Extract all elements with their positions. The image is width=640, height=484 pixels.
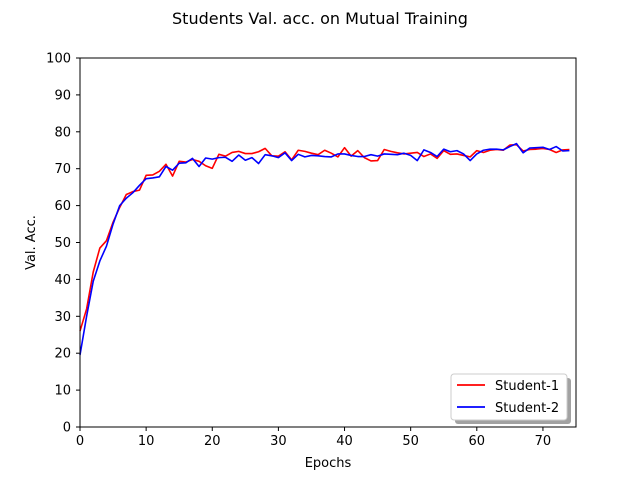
x-tick-label: 10 bbox=[138, 434, 155, 449]
tick-layer: 0 10 20 30 40 50 60 70 0 10 20 30 40 50 60 70 80 90 100 bbox=[46, 52, 551, 450]
x-tick-label: 70 bbox=[535, 434, 552, 449]
y-tick-label: 80 bbox=[54, 125, 71, 140]
y-tick-label: 10 bbox=[54, 384, 71, 399]
legend: Student-1 Student-2 bbox=[450, 373, 571, 424]
legend-label-student-2: Student-2 bbox=[495, 401, 559, 416]
x-tick-label: 0 bbox=[76, 434, 84, 449]
x-tick-label: 50 bbox=[402, 434, 419, 449]
series-layer bbox=[79, 142, 570, 356]
plot-frame bbox=[79, 57, 577, 428]
y-tick-label: 90 bbox=[54, 88, 71, 103]
chart-title: Students Val. acc. on Mutual Training bbox=[172, 9, 468, 28]
y-tick-label: 40 bbox=[54, 273, 71, 288]
y-tick-label: 20 bbox=[54, 347, 71, 362]
y-axis-label: Val. Acc. bbox=[24, 215, 39, 270]
x-tick-label: 60 bbox=[469, 434, 486, 449]
y-tick-label: 0 bbox=[63, 421, 71, 436]
y-tick-label: 70 bbox=[54, 162, 71, 177]
x-tick-label: 30 bbox=[270, 434, 287, 449]
y-tick-label: 30 bbox=[54, 310, 71, 325]
legend-label-student-1: Student-1 bbox=[495, 379, 559, 394]
y-tick-label: 60 bbox=[54, 199, 71, 214]
x-tick-label: 20 bbox=[204, 434, 221, 449]
y-tick-label: 50 bbox=[54, 236, 71, 251]
x-tick-label: 40 bbox=[336, 434, 353, 449]
y-tick-label: 100 bbox=[46, 52, 71, 67]
series-line-1 bbox=[79, 143, 570, 332]
x-axis-label: Epochs bbox=[305, 456, 352, 471]
series-line-2 bbox=[79, 142, 570, 356]
